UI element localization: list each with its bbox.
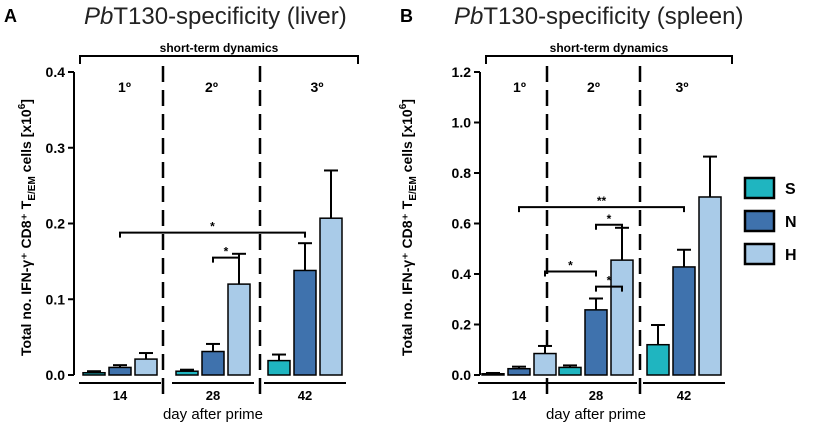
- legend-swatch-H: [743, 242, 776, 266]
- legend-label-H: H: [785, 247, 797, 264]
- chart-title-rest: T130-specificity (spleen): [483, 3, 743, 30]
- phase-label-3: 3º: [676, 79, 689, 95]
- significance-bracket-1: [595, 285, 623, 292]
- legend-swatch-N: [743, 209, 776, 233]
- phase-label-2: 2º: [205, 79, 218, 95]
- bar-H-day28: [227, 283, 251, 376]
- bar-H-day28: [610, 259, 634, 376]
- x-axis-label: day after prime: [163, 406, 263, 423]
- x-tick-label-14: 14: [113, 388, 128, 403]
- significance-bracket-4: [518, 206, 685, 213]
- y-axis-label-part-0: Total no. IFN-γ⁺ CD8⁺ T: [18, 200, 34, 356]
- bar-H-day42: [698, 196, 722, 376]
- bar-N-day42: [293, 269, 317, 376]
- y-tick-label: 0.6: [452, 216, 472, 232]
- y-tick-label: 0.0: [452, 367, 472, 383]
- phase-label-1: 1º: [118, 79, 131, 95]
- significance-label-1: *: [224, 245, 229, 259]
- panel-letter: A: [4, 6, 17, 26]
- significance-bracket-2: [544, 270, 597, 277]
- y-tick-label: 0.3: [46, 140, 66, 156]
- top-bracket: [485, 55, 733, 64]
- bar-S-day42: [646, 343, 670, 376]
- y-axis-label-part-0: Total no. IFN-γ⁺ CD8⁺ T: [399, 200, 415, 356]
- y-tick-label: 1.2: [452, 64, 472, 80]
- bar-H-day42: [319, 217, 343, 376]
- chart-title-rest: T130-specificity (liver): [113, 3, 346, 30]
- y-axis-label-part-2: cells [x10: [18, 109, 34, 176]
- significance-bracket-2: [119, 231, 306, 238]
- bar-N-day28: [584, 309, 608, 376]
- y-axis-label: Total no. IFN-γ⁺ CD8⁺ TE/EM cells [x106]: [17, 99, 38, 356]
- x-tick-label-28: 28: [206, 388, 220, 403]
- y-tick-label: 0.2: [46, 216, 66, 232]
- y-tick-label: 0.4: [46, 64, 66, 80]
- top-bracket-label: short-term dynamics: [550, 41, 669, 55]
- phase-label-1: 1º: [513, 79, 526, 95]
- phase-label-2: 2º: [587, 79, 600, 95]
- chart-title-italic: Pb: [84, 3, 113, 30]
- bar-S-day42: [267, 359, 291, 376]
- y-tick-label: 0.2: [452, 317, 472, 333]
- significance-label-3: *: [607, 212, 612, 226]
- y-axis-label-part-1: E/EM: [408, 176, 419, 200]
- legend-label-N: N: [785, 214, 797, 231]
- significance-label-1: *: [607, 274, 612, 288]
- chart-panel-spleen: B PbT130-specificity (spleen) short-term d…: [398, 3, 743, 423]
- bar-S-day14: [82, 371, 106, 376]
- x-tick-label-28: 28: [589, 388, 603, 403]
- bar-H-day14: [533, 352, 557, 376]
- y-tick-label: 0.1: [46, 291, 66, 307]
- y-axis-label-part-4: ]: [399, 99, 415, 104]
- bar-H-day14: [134, 358, 158, 376]
- x-axis-label: day after prime: [546, 406, 646, 423]
- y-axis-label-part-3: 6: [17, 103, 28, 109]
- bar-S-day28: [175, 370, 199, 376]
- x-tick-label-42: 42: [298, 388, 312, 403]
- panel-letter: B: [400, 6, 413, 26]
- bar-N-day14: [108, 366, 132, 376]
- bar-N-day42: [672, 266, 696, 376]
- top-bracket-label: short-term dynamics: [160, 41, 279, 55]
- y-axis-label-part-2: cells [x10: [399, 109, 415, 176]
- y-axis-label-part-3: 6: [398, 103, 409, 109]
- phase-label-3: 3º: [311, 79, 324, 95]
- y-tick-label: 0.0: [46, 367, 66, 383]
- significance-bracket-1: [212, 256, 240, 263]
- x-tick-label-14: 14: [512, 388, 527, 403]
- significance-label-4: **: [597, 194, 607, 208]
- significance-bracket-3: [595, 223, 623, 230]
- top-bracket: [79, 55, 359, 64]
- bar-N-day14: [507, 367, 531, 376]
- y-tick-label: 0.4: [452, 266, 472, 282]
- y-tick-label: 1.0: [452, 115, 472, 131]
- bar-N-day28: [201, 350, 225, 376]
- chart-title-italic: Pb: [454, 3, 483, 30]
- y-axis-label: Total no. IFN-γ⁺ CD8⁺ TE/EM cells [x106]: [398, 99, 419, 356]
- chart-title: PbT130-specificity (spleen): [454, 3, 743, 30]
- y-axis-label-part-1: E/EM: [27, 176, 38, 200]
- x-tick-label-42: 42: [677, 388, 691, 403]
- significance-label-2: *: [210, 220, 215, 234]
- chart-panel-liver: A PbT130-specificity (liver) short-term dy…: [4, 3, 359, 423]
- legend-swatch-S: [743, 176, 776, 200]
- y-tick-label: 0.8: [452, 165, 472, 181]
- significance-label-2: *: [568, 258, 573, 272]
- legend-label-S: S: [785, 181, 796, 198]
- bar-S-day28: [558, 366, 582, 376]
- chart-title: PbT130-specificity (liver): [84, 3, 347, 30]
- y-axis-label-part-4: ]: [18, 99, 34, 104]
- legend: SNH: [743, 176, 797, 266]
